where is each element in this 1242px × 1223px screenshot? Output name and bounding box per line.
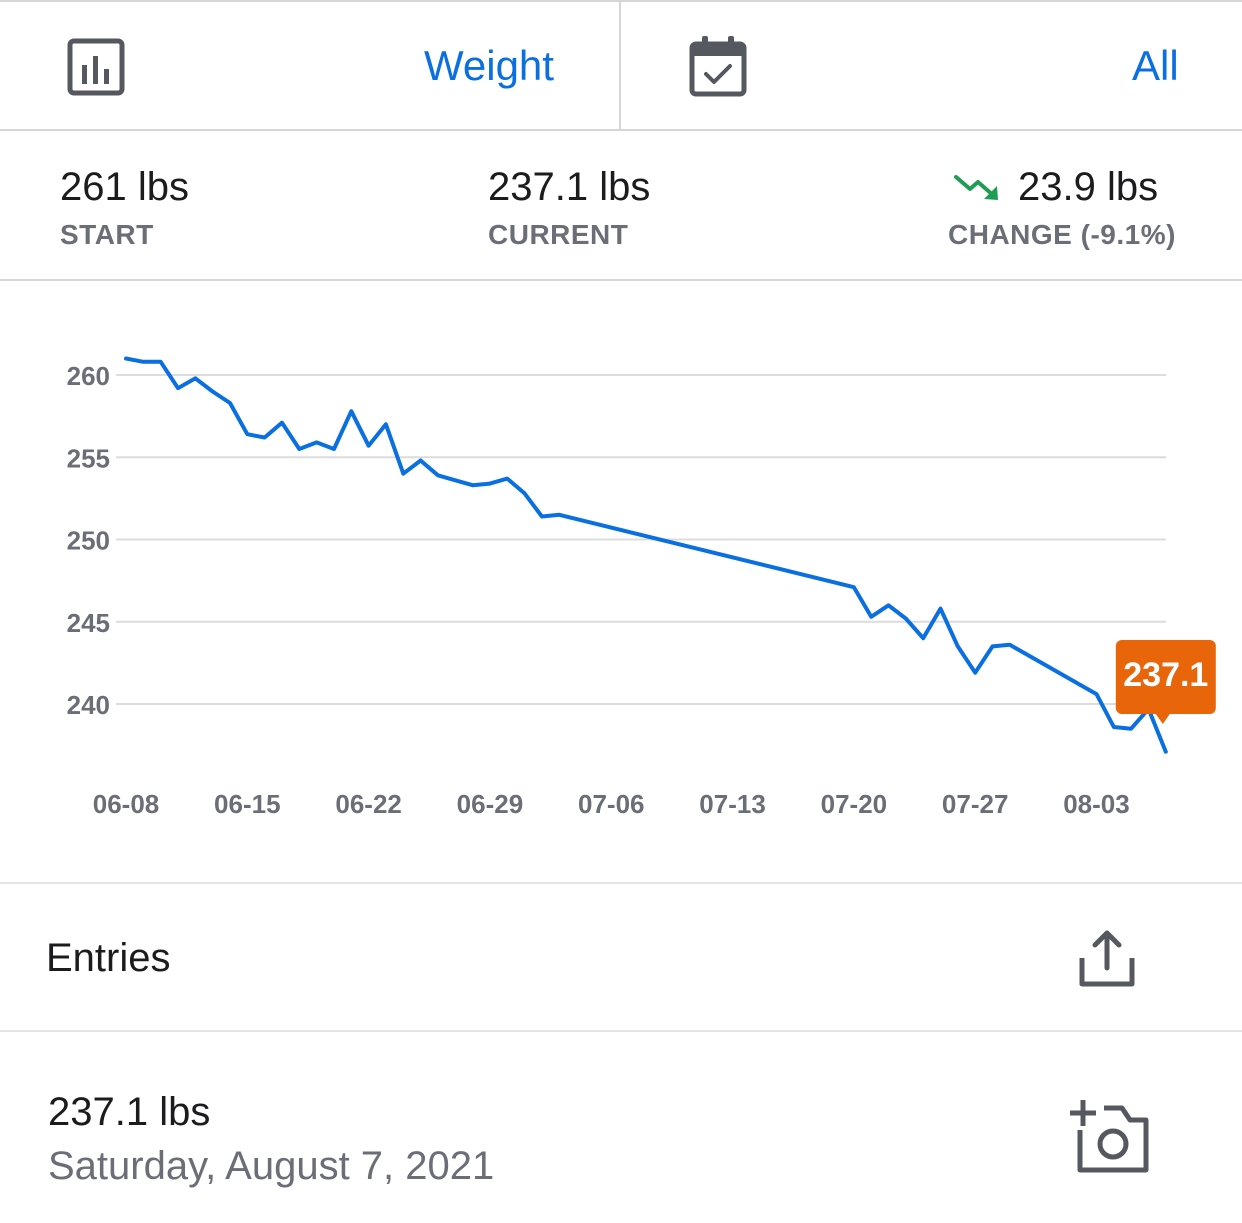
weight-line-chart[interactable]: 260 255 250 245 240 06-08 06-15 06-22 06-29 07-0… (0, 283, 1242, 881)
current-value: 237.1 lbs (488, 165, 651, 209)
value-tooltip: 237.1 (1115, 640, 1216, 724)
weight-series-line[interactable] (124, 356, 1168, 754)
trend-down-icon (954, 173, 1000, 201)
metric-selector[interactable]: Weight (424, 42, 554, 89)
x-tick-label: 07-27 (942, 789, 1009, 819)
range-selector[interactable]: All (1132, 42, 1179, 89)
y-tick-label: 260 (67, 361, 110, 391)
top-toolbar: Weight All (0, 0, 1242, 131)
x-tick-label: 08-03 (1063, 789, 1130, 819)
start-value: 261 lbs (60, 165, 189, 209)
calendar-check-icon[interactable] (688, 34, 748, 97)
x-tick-label: 07-13 (699, 789, 766, 819)
entry-value: 237.1 lbs (48, 1090, 211, 1134)
add-photo-icon[interactable] (1066, 1098, 1152, 1174)
toolbar-divider (619, 2, 621, 131)
x-tick-label: 06-22 (335, 789, 402, 819)
entry-date: Saturday, August 7, 2021 (48, 1144, 495, 1188)
y-tick-label: 245 (67, 608, 110, 638)
change-value: 23.9 lbs (1018, 165, 1159, 209)
stats-summary: 261 lbs START 237.1 lbs CURRENT 23.9 lbs… (0, 131, 1242, 281)
y-tick-label: 240 (67, 690, 110, 720)
x-tick-label: 06-29 (457, 789, 524, 819)
entries-title: Entries (46, 936, 171, 980)
x-tick-label: 07-06 (578, 789, 645, 819)
x-tick-label: 06-15 (214, 789, 281, 819)
bar-chart-icon[interactable] (66, 36, 126, 98)
change-label: CHANGE (-9.1%) (948, 219, 1176, 250)
entry-row[interactable]: 237.1 lbs Saturday, August 7, 2021 (0, 1032, 1242, 1223)
entries-header: Entries (0, 884, 1242, 1032)
tooltip-value: 237.1 (1123, 656, 1208, 694)
y-tick-label: 255 (67, 443, 110, 473)
x-tick-label: 07-20 (821, 789, 888, 819)
share-icon[interactable] (1076, 928, 1138, 990)
start-label: START (60, 219, 154, 250)
weight-chart[interactable]: 260 255 250 245 240 06-08 06-15 06-22 06-29 07-0… (0, 283, 1242, 883)
chart-divider (0, 882, 1242, 884)
y-tick-label: 250 (67, 526, 110, 556)
x-tick-label: 06-08 (93, 789, 160, 819)
current-label: CURRENT (488, 219, 629, 250)
